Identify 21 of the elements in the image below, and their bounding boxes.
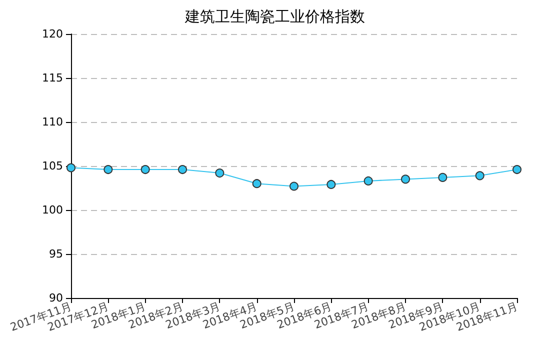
point <box>512 165 522 174</box>
point <box>140 165 150 174</box>
point <box>290 182 298 191</box>
point <box>475 171 484 180</box>
point <box>438 172 448 182</box>
y-tick-label: 95 <box>49 248 63 260</box>
point <box>178 165 187 174</box>
point <box>252 179 262 188</box>
y-tick-label: 120 <box>42 28 63 40</box>
point <box>215 168 224 178</box>
y-tick-label: 110 <box>42 116 63 128</box>
point <box>401 174 410 184</box>
y-tick-label: 115 <box>42 72 63 84</box>
y-tick-label: 90 <box>49 292 63 304</box>
point <box>104 165 113 174</box>
y-tick-label: 100 <box>42 204 63 216</box>
y-tick-label: 105 <box>42 160 63 172</box>
point <box>326 180 336 189</box>
chart-title: 建筑卫生陶瓷工业价格指数 <box>184 8 365 26</box>
point <box>66 163 76 172</box>
point <box>364 176 373 186</box>
